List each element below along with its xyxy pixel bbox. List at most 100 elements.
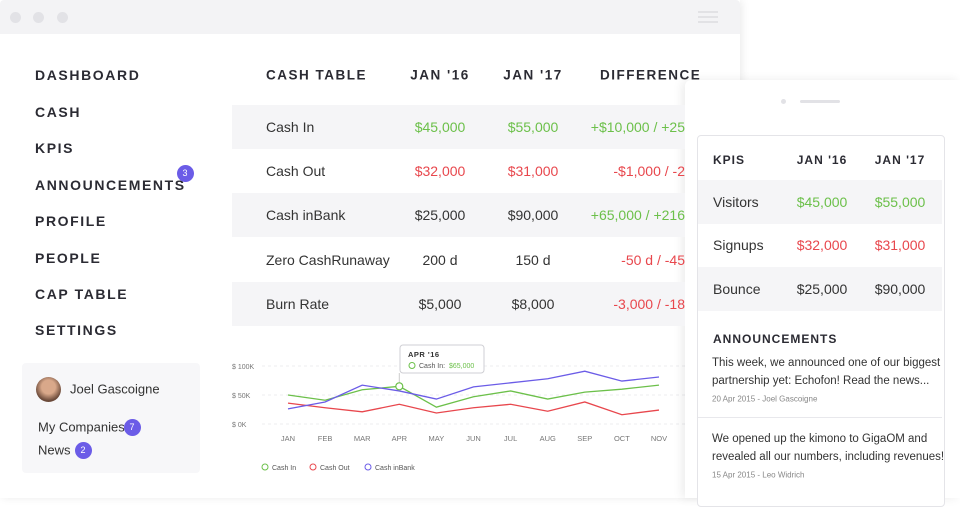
table-cell: Cash Out [266, 163, 326, 179]
announcement-meta: 15 Apr 2015 - Leo Widrich [712, 470, 805, 480]
kpi-cell: Bounce [713, 281, 761, 297]
table-cell: $8,000 [511, 296, 555, 312]
tooltip-title: APR '16 [408, 350, 440, 359]
legend-marker [364, 463, 372, 471]
row-shade [232, 282, 685, 326]
kpi-header: KPIS [713, 153, 746, 167]
series-line [287, 401, 660, 416]
kpi-cell: Signups [713, 237, 764, 253]
x-tick-label: JAN [281, 434, 295, 443]
sidebar-link[interactable]: My Companies [38, 419, 125, 435]
row-shade [232, 193, 685, 237]
announcement-text[interactable]: We opened up the kimono to GigaOM and [712, 433, 928, 445]
menu-icon[interactable] [698, 11, 718, 23]
x-tick-label: SEP [577, 434, 592, 443]
kpi-cell: $55,000 [874, 194, 926, 210]
x-tick-label: AUG [540, 434, 556, 443]
window-dot[interactable] [57, 12, 68, 23]
title-bar [0, 0, 740, 34]
table-cell: $32,000 [414, 163, 466, 179]
kpi-cell: $32,000 [796, 237, 848, 253]
tooltip [399, 344, 485, 374]
menu-item[interactable]: PEOPLE [35, 250, 102, 266]
legend-label: Cash inBank [375, 465, 415, 472]
menu-item[interactable]: PROFILE [35, 213, 107, 229]
link-badge: 7 [123, 418, 141, 436]
window-dot[interactable] [33, 12, 44, 23]
kpi-header: JAN '17 [874, 153, 926, 167]
x-tick-label: JUN [466, 434, 481, 443]
x-tick-label: NOV [651, 434, 667, 443]
avatar[interactable] [36, 377, 61, 402]
row-shade [232, 105, 685, 149]
x-tick-label: JUL [504, 434, 517, 443]
table-header: DIFFERENCE [600, 67, 702, 83]
x-tick-label: FEB [318, 434, 333, 443]
series-line [287, 384, 660, 408]
legend-label: Cash Out [320, 465, 350, 472]
kpi-cell: $90,000 [874, 281, 926, 297]
kpi-cell: $25,000 [796, 281, 848, 297]
user-name: Joel Gascoigne [70, 381, 160, 397]
y-tick-label: $ 100K [232, 364, 255, 371]
table-cell: $5,000 [418, 296, 462, 312]
announcement-text[interactable]: This week, we announced one of our bigge… [712, 357, 941, 369]
legend-marker [261, 463, 269, 471]
point-marker [395, 382, 404, 391]
table-cell: $90,000 [507, 207, 559, 223]
kpi-cell: Visitors [713, 194, 759, 210]
link-badge: 2 [74, 441, 92, 459]
browser-window [0, 0, 740, 402]
announcements-title: ANNOUNCEMENTS [713, 332, 838, 346]
table-cell: +$10,000 / +25 [590, 119, 685, 135]
legend-label: Cash In [272, 465, 296, 472]
speaker [800, 100, 840, 103]
menu-item[interactable]: SETTINGS [35, 322, 118, 338]
x-tick-label: MAY [429, 434, 445, 443]
tooltip-marker [408, 362, 416, 369]
table-cell: $45,000 [414, 119, 466, 135]
kpi-cell: $31,000 [874, 237, 926, 253]
sidebar-link[interactable]: News [38, 442, 71, 458]
tooltip-label: Cash In: [419, 363, 445, 370]
menu-item[interactable]: DASHBOARD [35, 67, 141, 83]
kpi-row-shade [698, 267, 942, 311]
y-tick-label: $ 0K [232, 422, 247, 429]
kpi-row-shade [698, 180, 942, 224]
table-header: CASH TABLE [266, 67, 367, 83]
announcement-text[interactable]: revealed all our numbers, including reve… [712, 451, 945, 463]
legend-marker [309, 463, 317, 471]
table-cell: $31,000 [507, 163, 559, 179]
menu-item[interactable]: ANNOUNCEMENTS [35, 177, 186, 193]
menu-item[interactable]: KPIS [35, 140, 75, 156]
table-cell: 150 d [515, 252, 551, 268]
window-dot[interactable] [10, 12, 21, 23]
announcement-meta: 20 Apr 2015 - Joel Gascoigne [712, 394, 818, 404]
table-cell: $55,000 [507, 119, 559, 135]
menu-item[interactable]: CAP TABLE [35, 286, 129, 302]
x-tick-label: OCT [614, 434, 630, 443]
kpi-cell: $45,000 [796, 194, 848, 210]
table-cell: $25,000 [414, 207, 466, 223]
table-header: JAN '16 [410, 67, 470, 83]
kpi-header: JAN '16 [796, 153, 848, 167]
camera-dot [781, 99, 786, 104]
x-tick-label: MAR [354, 434, 371, 443]
table-cell: +65,000 / +216 [590, 207, 685, 223]
series-line [287, 370, 660, 410]
table-cell: -50 d / -45 [621, 252, 685, 268]
table-header: JAN '17 [503, 67, 563, 83]
table-cell: -3,000 / -18 [613, 296, 685, 312]
tooltip-value: $65,000 [449, 363, 474, 370]
table-cell: Cash In [266, 119, 315, 135]
announcement-text[interactable]: partnership yet: Echofon! Read the news.… [712, 375, 930, 387]
divider [698, 417, 942, 418]
x-tick-label: APR [392, 434, 408, 443]
table-cell: Zero CashRunaway [266, 252, 390, 268]
table-cell: -$1,000 / -2 [613, 163, 685, 179]
table-cell: 200 d [422, 252, 458, 268]
menu-item[interactable]: CASH [35, 104, 82, 120]
table-cell: Cash inBank [266, 207, 346, 223]
